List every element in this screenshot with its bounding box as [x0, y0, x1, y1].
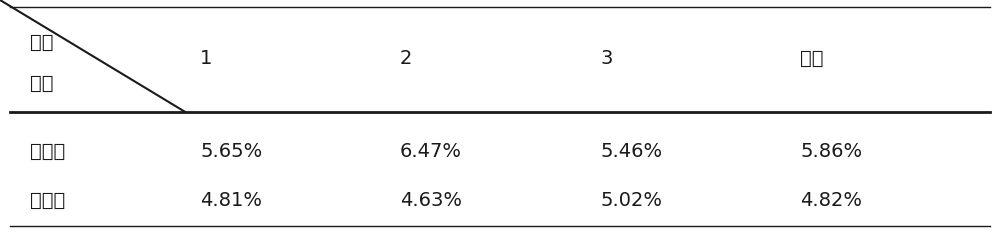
Text: 发酵前: 发酵前 — [30, 142, 65, 161]
Text: 平均: 平均 — [800, 49, 824, 68]
Text: 发酵后: 发酵后 — [30, 191, 65, 210]
Text: 编号: 编号 — [30, 32, 54, 51]
Text: 5.86%: 5.86% — [800, 142, 862, 161]
Text: 2: 2 — [400, 49, 412, 68]
Text: 5.46%: 5.46% — [600, 142, 662, 161]
Text: 5.02%: 5.02% — [600, 191, 662, 210]
Text: 5.65%: 5.65% — [200, 142, 262, 161]
Text: 4.82%: 4.82% — [800, 191, 862, 210]
Text: 3: 3 — [600, 49, 612, 68]
Text: 4.81%: 4.81% — [200, 191, 262, 210]
Text: 样品: 样品 — [30, 74, 54, 93]
Text: 6.47%: 6.47% — [400, 142, 462, 161]
Text: 1: 1 — [200, 49, 212, 68]
Text: 4.63%: 4.63% — [400, 191, 462, 210]
